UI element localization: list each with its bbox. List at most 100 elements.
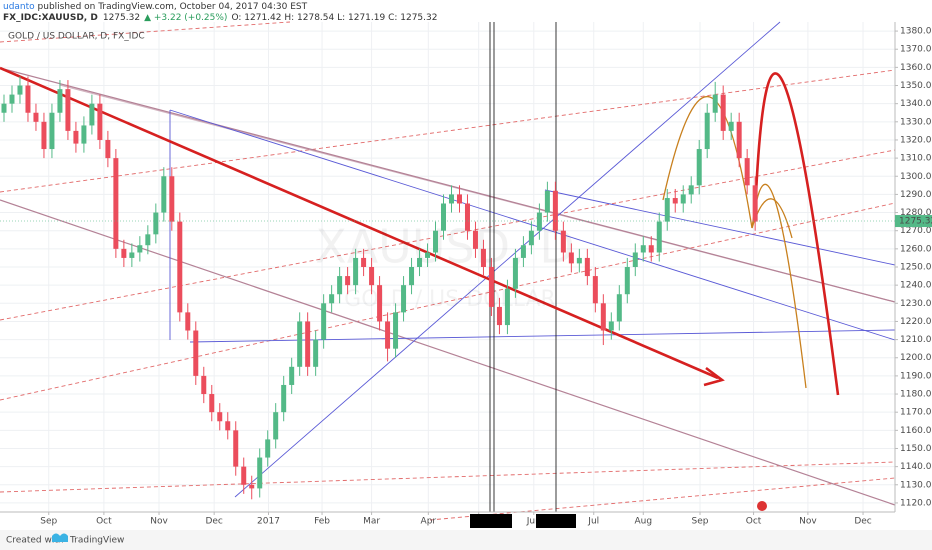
candle-body — [704, 112, 710, 150]
candle-body — [648, 245, 654, 253]
candle-body — [608, 321, 614, 331]
symbol-line: FX_IDC:XAUUSD, D 1275.32 ▲ +3.22 (+0.25%) O… — [3, 13, 437, 23]
candle-body — [17, 85, 23, 95]
candle-body — [584, 257, 590, 277]
ohlc: O: 1271.42 H: 1278.54 L: 1271.19 C: 1275… — [231, 13, 437, 23]
y-tick-label: 1260.00 — [900, 244, 932, 254]
candle-body — [624, 267, 630, 295]
candle-body — [592, 276, 598, 304]
price-axis — [895, 22, 932, 530]
y-tick-label: 1240.00 — [900, 281, 932, 291]
forecast-arc — [753, 72, 840, 396]
candle-body — [33, 112, 39, 122]
y-tick-label: 1380.00 — [900, 27, 932, 37]
arc — [662, 95, 753, 229]
candle-body — [329, 294, 335, 304]
candle-body — [528, 230, 534, 246]
y-tick-label: 1180.00 — [900, 390, 932, 400]
candle-body — [560, 230, 566, 253]
y-tick-label: 1270.00 — [900, 226, 932, 236]
last: 1275.32 — [103, 13, 140, 23]
y-tick-label: 1250.00 — [900, 263, 932, 273]
trend-line — [544, 189, 896, 266]
trend-line — [169, 109, 896, 341]
y-tick-label: 1200.00 — [900, 353, 932, 363]
candle-body — [512, 257, 518, 289]
axes: 1120.00 1130.00 1140.00 1150.00 1160.00 1170.… — [0, 27, 932, 527]
footer-created: Created with — [6, 536, 64, 546]
candle-body — [241, 466, 247, 485]
symbol: FX_IDC:XAUUSD, D — [3, 13, 98, 23]
candle-body — [688, 185, 694, 195]
candle-body — [265, 439, 271, 458]
x-tick-label: Nov — [799, 517, 817, 527]
candle-body — [369, 267, 375, 286]
candle-body — [728, 121, 734, 131]
candle-body — [472, 230, 478, 249]
candle-body — [401, 285, 407, 313]
candle-body — [217, 412, 223, 422]
y-tick-label: 1210.00 — [900, 335, 932, 345]
candle-body — [361, 257, 367, 267]
candle-body — [249, 484, 255, 489]
candle-body — [433, 230, 439, 253]
candle-body — [89, 103, 95, 126]
candle-body — [345, 276, 351, 286]
candle-body — [145, 234, 151, 246]
candle-body — [65, 89, 71, 131]
y-tick-label: 1280.00 — [900, 208, 932, 218]
candle-body — [640, 245, 646, 253]
candle-body — [97, 103, 103, 140]
x-tick-label: Feb — [314, 517, 330, 527]
candle-body — [744, 158, 750, 186]
y-tick-label: 1190.00 — [900, 371, 932, 381]
y-tick-label: 1350.00 — [900, 81, 932, 91]
candle-body — [752, 185, 758, 222]
candle-body — [664, 198, 670, 222]
event-icon — [757, 501, 767, 511]
y-tick-label: 1160.00 — [900, 426, 932, 436]
x-tick-label: 2017 — [257, 517, 280, 527]
x-tick-label: Apr — [421, 517, 437, 527]
y-tick-label: 1340.00 — [900, 99, 932, 109]
last-price-label: 1275.32 — [899, 217, 932, 227]
candle-body — [377, 285, 383, 322]
candle-body — [169, 176, 175, 222]
candle-body — [289, 366, 295, 385]
x-tick-label: Aug — [634, 517, 652, 527]
candle-body — [656, 221, 662, 253]
x-tick-label: Dec — [854, 517, 871, 527]
candle-body — [353, 257, 359, 286]
candle-body — [456, 194, 462, 204]
candle-body — [417, 257, 423, 267]
y-tick-label: 1170.00 — [900, 408, 932, 418]
candle-body — [57, 89, 63, 113]
candle-body — [672, 198, 678, 204]
candle-body — [385, 321, 391, 349]
y-tick-label: 1360.00 — [900, 63, 932, 73]
candle-body — [185, 312, 191, 331]
candle-body — [441, 203, 447, 231]
y-tick-label: 1130.00 — [900, 480, 932, 490]
cover-box — [536, 514, 576, 528]
y-tick-label: 1150.00 — [900, 444, 932, 454]
footer-brand[interactable]: TradingView — [69, 536, 124, 546]
candle-body — [600, 303, 606, 331]
candle-body — [201, 375, 207, 395]
candle-body — [712, 94, 718, 113]
candle-body — [393, 312, 399, 349]
candle-body — [81, 125, 87, 144]
candle-body — [632, 252, 638, 267]
candle-body — [736, 121, 742, 159]
x-tick-label: Jun — [526, 517, 541, 527]
candle-body — [177, 221, 183, 313]
last-price-box — [895, 215, 932, 228]
candle-body — [273, 412, 279, 440]
candle-body — [616, 294, 622, 322]
candle-body — [480, 248, 486, 267]
y-tick-label: 1230.00 — [900, 299, 932, 309]
candle-body — [504, 288, 510, 326]
candle-body — [105, 139, 111, 159]
dashed-line — [0, 202, 896, 401]
candle-body — [209, 394, 215, 413]
